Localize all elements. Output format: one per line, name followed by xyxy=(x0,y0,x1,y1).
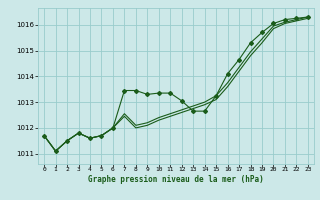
X-axis label: Graphe pression niveau de la mer (hPa): Graphe pression niveau de la mer (hPa) xyxy=(88,175,264,184)
